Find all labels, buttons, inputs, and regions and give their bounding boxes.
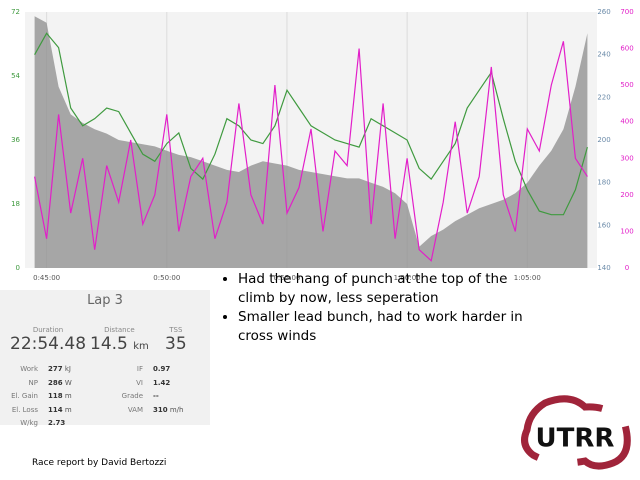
- y-tick-label: 500: [620, 81, 633, 89]
- logo: UTRR: [521, 395, 631, 470]
- lap-stat: Distance 14.5 km: [90, 326, 149, 354]
- logo-swoosh: [521, 395, 631, 470]
- y-tick-label: 54: [11, 72, 20, 80]
- stat-unit: km: [133, 341, 149, 352]
- y-tick-label: 18: [11, 200, 20, 208]
- lap-title: Lap 3: [87, 293, 123, 308]
- lap-row: IF 0.97: [107, 363, 170, 376]
- lap-row: Grade --: [107, 390, 159, 403]
- x-tick-label: 0:55:00: [273, 274, 300, 282]
- stat-label: Duration: [32, 326, 64, 334]
- row-value: 114: [48, 405, 63, 414]
- row-value: 277: [48, 365, 63, 373]
- row-label: VI: [136, 378, 143, 387]
- y-tick-label: 100: [620, 227, 633, 235]
- row-value: --: [153, 392, 159, 400]
- row-label: Work: [20, 365, 38, 373]
- x-tick-label: 1:05:00: [514, 274, 541, 282]
- x-tick-label: 0:50:00: [153, 274, 180, 282]
- row-label: W/kg: [20, 419, 38, 427]
- row-label: El. Gain: [11, 392, 38, 400]
- lap-row: W/kg 2.73: [2, 417, 65, 430]
- y-tick-label: 180: [597, 179, 610, 187]
- y-tick-label: 700: [620, 8, 633, 16]
- y-tick-label: 0: [625, 264, 629, 272]
- lap-row: El. Loss 114 m: [2, 404, 72, 417]
- lap-row: Work 277 kJ: [2, 363, 71, 376]
- row-value: 310: [153, 405, 168, 414]
- lap-row: VI 1.42: [107, 377, 170, 390]
- row-value: 118: [48, 392, 63, 400]
- row-label: VAM: [127, 405, 143, 414]
- y-tick-label: 400: [620, 118, 633, 126]
- row-unit: kJ: [64, 365, 71, 373]
- x-tick-label: 1:00:00: [394, 274, 421, 282]
- lap-row: NP 286 W: [2, 377, 72, 390]
- y-tick-label: 0: [16, 264, 20, 272]
- y-tick-label: 200: [620, 191, 633, 199]
- row-value: 2.73: [48, 419, 66, 427]
- series-line: [34, 41, 588, 262]
- y-tick-label: 72: [11, 8, 20, 16]
- bullet: Had the hang of punch at the top of the …: [238, 270, 538, 308]
- row-unit: m: [64, 405, 72, 414]
- y-tick-label: 300: [620, 154, 633, 162]
- elevation-area: [34, 16, 588, 268]
- row-label: NP: [28, 378, 38, 387]
- bullet: Smaller lead bunch, had to work harder i…: [238, 308, 538, 346]
- stat-label: TSS: [169, 326, 183, 334]
- y-tick-label: 240: [597, 51, 610, 59]
- lap-row: VAM 310 m/h: [107, 404, 184, 417]
- row-value: 286: [48, 378, 63, 387]
- y-tick-label: 140: [597, 264, 610, 272]
- y-tick-label: 36: [11, 136, 20, 144]
- chart: 0:45:00 0:50:00 0:55:00 1:00:00 1:05:00 0 18 36…: [11, 8, 634, 282]
- stat-number: 14.5: [90, 334, 128, 354]
- stat-label: Distance: [104, 326, 135, 334]
- y-tick-label: 260: [597, 8, 610, 16]
- row-label: El. Loss: [11, 405, 38, 414]
- y-tick-label: 160: [597, 221, 610, 229]
- y-tick-label: 220: [597, 93, 610, 101]
- row-label: IF: [136, 365, 143, 373]
- y-tick-label: 200: [597, 136, 610, 144]
- lap-stat: Duration 22:54.48: [10, 326, 86, 354]
- series-line: [34, 32, 588, 216]
- stat-value: 35: [165, 334, 187, 354]
- row-value: 0.97: [153, 365, 171, 373]
- lap-panel: Lap 3 Duration 22:54.48 Distance 14.5 km TSS…: [0, 290, 210, 427]
- footer: Race report by David Bertozzi: [32, 458, 167, 468]
- lap-row: El. Gain 118 m: [2, 390, 72, 403]
- row-unit: m/h: [169, 405, 184, 414]
- lap-stat: TSS 35: [165, 326, 187, 354]
- y-tick-label: 600: [620, 45, 633, 53]
- stat-number: 35: [165, 334, 187, 354]
- stat-number: 22:54.48: [10, 334, 87, 354]
- logo-text: UTRR: [536, 424, 615, 454]
- row-value: 1.42: [153, 378, 171, 387]
- bullets: Had the hang of punch at the top of the …: [220, 270, 538, 346]
- row-unit: m: [64, 392, 72, 400]
- x-tick-label: 0:45:00: [33, 274, 60, 282]
- row-unit: W: [64, 378, 72, 387]
- row-label: Grade: [121, 392, 143, 400]
- stat-value: 14.5 km: [90, 334, 149, 354]
- stat-value: 22:54.48: [10, 334, 86, 354]
